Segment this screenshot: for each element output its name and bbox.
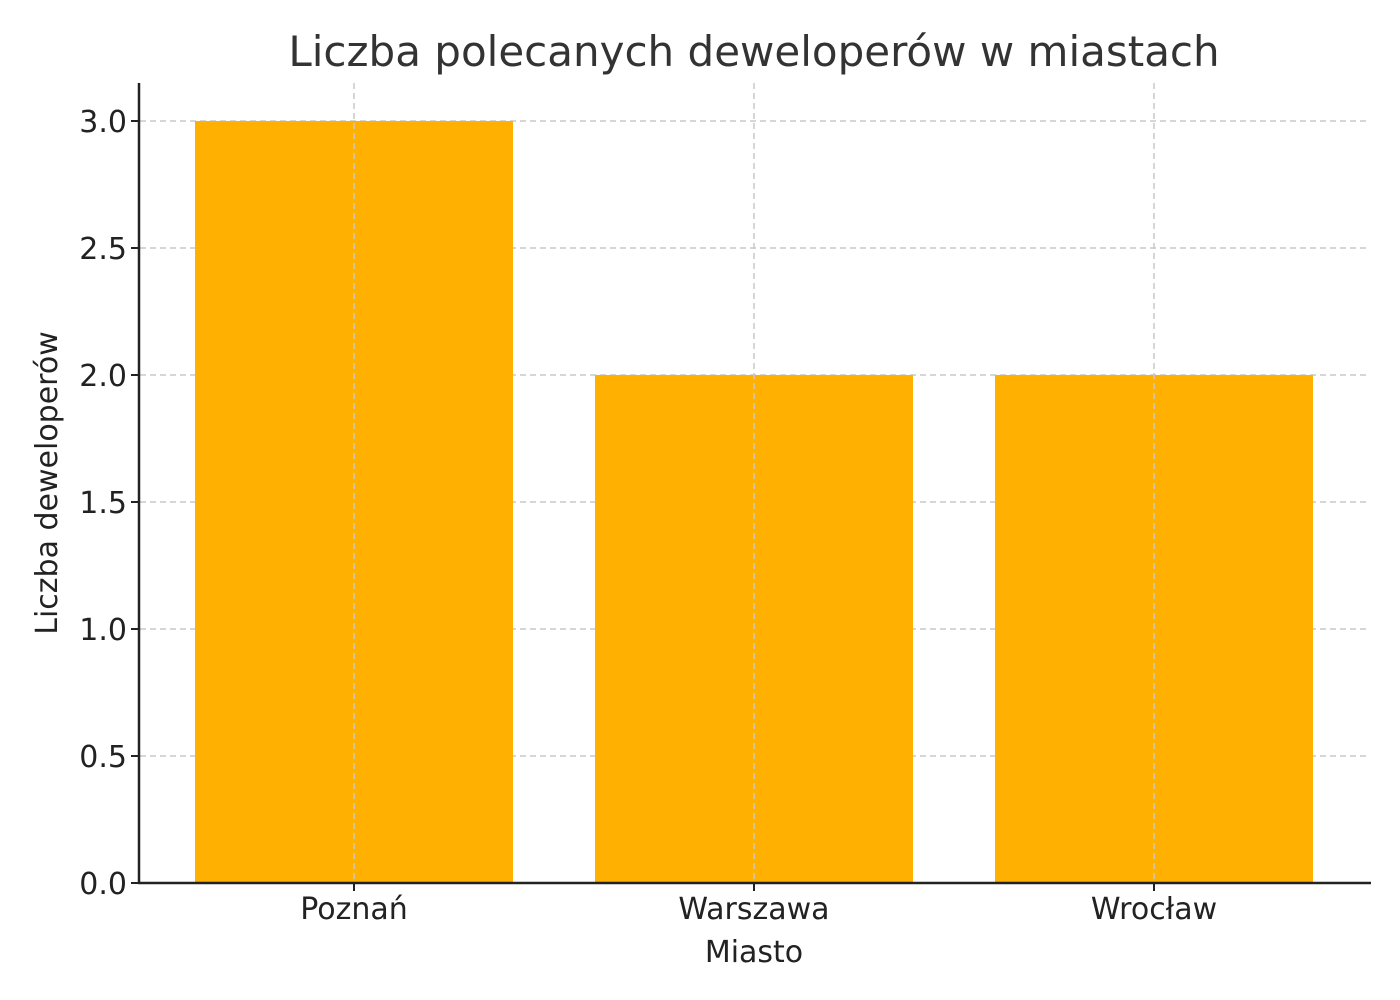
x-tick-label: Wrocław — [1091, 892, 1217, 927]
x-tick-label: Warszawa — [678, 892, 829, 927]
vertical-grid-lines — [353, 83, 1155, 882]
y-tick-label: 2.5 — [79, 232, 127, 267]
y-axis-ticks: 0.0 0.5 1.0 1.5 2.0 2.5 3.0 — [79, 105, 139, 902]
x-tick-label: Poznań — [300, 892, 408, 927]
x-axis-ticks: Poznań Warszawa Wrocław — [300, 883, 1217, 927]
x-axis-label: Miasto — [705, 935, 803, 970]
bars — [195, 121, 1313, 883]
y-tick-label: 1.0 — [79, 613, 127, 648]
y-tick-label: 3.0 — [79, 105, 127, 140]
y-tick-label: 0.5 — [79, 740, 127, 775]
y-tick-label: 0.0 — [79, 867, 127, 902]
chart-title: Liczba polecanych deweloperów w miastach — [288, 27, 1219, 76]
y-tick-label: 1.5 — [79, 486, 127, 521]
y-tick-label: 2.0 — [79, 359, 127, 394]
y-axis-label: Liczba deweloperów — [30, 331, 65, 635]
